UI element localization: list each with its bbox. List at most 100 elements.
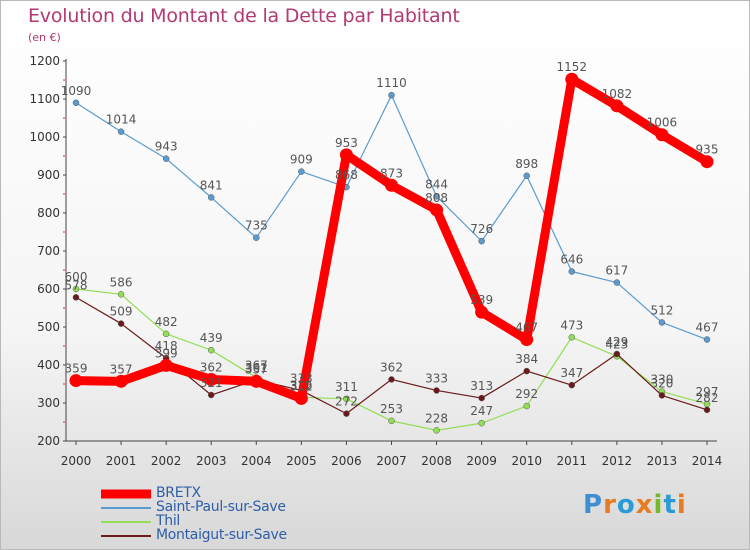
data-point [523, 402, 530, 410]
y-tick-label: 1200 [29, 54, 60, 68]
data-label: 539 [470, 293, 493, 307]
data-point [433, 193, 440, 200]
data-point [700, 155, 714, 169]
data-point [207, 346, 215, 354]
x-tick-label: 2000 [61, 454, 92, 468]
data-point [658, 392, 666, 399]
data-point [388, 91, 395, 99]
data-point [253, 234, 260, 241]
data-label: 909 [290, 153, 313, 167]
data-point [610, 99, 624, 113]
chart-legend: BRETX Saint-Paul-sur-Save Thil Montaigut-su… [101, 485, 361, 543]
data-label: 509 [110, 305, 133, 319]
data-label: 467 [696, 321, 719, 335]
data-label: 600 [65, 270, 88, 284]
x-tick-label: 2003 [196, 454, 227, 468]
data-point [343, 395, 350, 403]
data-label: 320 [650, 376, 673, 390]
legend-item: Saint-Paul-sur-Save [101, 499, 361, 515]
y-tick-label: 300 [37, 396, 60, 410]
data-point [207, 391, 215, 399]
data-label: 292 [515, 387, 538, 401]
data-label: 313 [470, 379, 493, 393]
data-point [117, 320, 125, 327]
data-point [430, 203, 444, 217]
data-label: 253 [380, 402, 403, 416]
data-label: 473 [560, 318, 583, 332]
data-point [162, 330, 170, 338]
data-point [294, 391, 308, 405]
x-tick-label: 2008 [421, 454, 452, 468]
data-point [162, 155, 170, 162]
data-label: 367 [245, 359, 268, 373]
data-point [159, 358, 173, 372]
data-label: 808 [425, 191, 448, 205]
chart-title: Evolution du Montant de la Dette par Hab… [28, 5, 460, 27]
data-label: 333 [290, 371, 313, 385]
data-label: 439 [200, 331, 223, 345]
data-label: 841 [200, 178, 223, 192]
data-point [339, 148, 353, 162]
x-tick-label: 2002 [151, 454, 182, 468]
data-point [72, 294, 80, 301]
legend-item: Thil [101, 513, 361, 529]
data-point [658, 319, 666, 326]
y-tick-label: 1000 [29, 130, 60, 144]
legend-label: Thil [156, 513, 181, 529]
data-label: 399 [155, 346, 178, 360]
data-label: 935 [696, 143, 719, 157]
data-point [343, 410, 350, 417]
data-point [204, 372, 218, 386]
data-label: 384 [515, 352, 538, 366]
data-point [568, 381, 576, 389]
x-tick-label: 2013 [647, 454, 678, 468]
data-label: 429 [605, 335, 628, 349]
data-label: 282 [696, 391, 719, 405]
y-tick-label: 200 [37, 434, 60, 448]
data-point [568, 268, 576, 275]
legend-swatch [101, 521, 151, 523]
data-label: 1152 [557, 60, 588, 74]
data-point [703, 336, 711, 343]
data-label: 423 [605, 337, 628, 351]
x-tick-label: 2006 [331, 454, 362, 468]
data-label: 361 [245, 361, 268, 375]
legend-swatch [101, 489, 151, 499]
x-tick-label: 2009 [466, 454, 497, 468]
data-point [433, 427, 440, 434]
data-point [565, 72, 579, 86]
data-point [520, 333, 534, 347]
data-label: 1014 [106, 113, 137, 127]
x-tick-label: 2014 [692, 454, 723, 468]
line-chart: 200 300 400 500 600 700 800 900 1000 1100 1200 2000… [29, 54, 723, 468]
proxiti-logo: Proxiti [583, 490, 687, 520]
data-point [114, 374, 128, 388]
y-tick-label: 700 [37, 244, 60, 258]
legend-swatch [101, 535, 151, 537]
data-label: 844 [425, 177, 448, 191]
data-label: 297 [696, 385, 719, 399]
data-label: 868 [335, 168, 358, 182]
data-point [703, 406, 711, 414]
y-tick-label: 800 [37, 206, 60, 220]
data-label: 898 [515, 157, 538, 171]
data-label: 726 [470, 222, 493, 236]
series-line-saint-paul-sur-save [75, 94, 708, 341]
data-point [388, 417, 395, 425]
data-label: 953 [335, 136, 358, 150]
data-point [298, 168, 305, 175]
y-tick-label: 1100 [29, 92, 60, 106]
data-label: 357 [110, 362, 133, 376]
data-point [655, 128, 669, 142]
data-label: 467 [515, 321, 538, 335]
data-label: 1090 [61, 84, 92, 98]
data-label: 646 [560, 253, 583, 267]
data-point [117, 291, 125, 298]
data-label: 1110 [376, 76, 407, 90]
data-point [478, 237, 485, 245]
x-tick-label: 2010 [511, 454, 542, 468]
data-label: 586 [110, 275, 133, 289]
data-point [475, 305, 489, 319]
data-label: 333 [425, 371, 448, 385]
